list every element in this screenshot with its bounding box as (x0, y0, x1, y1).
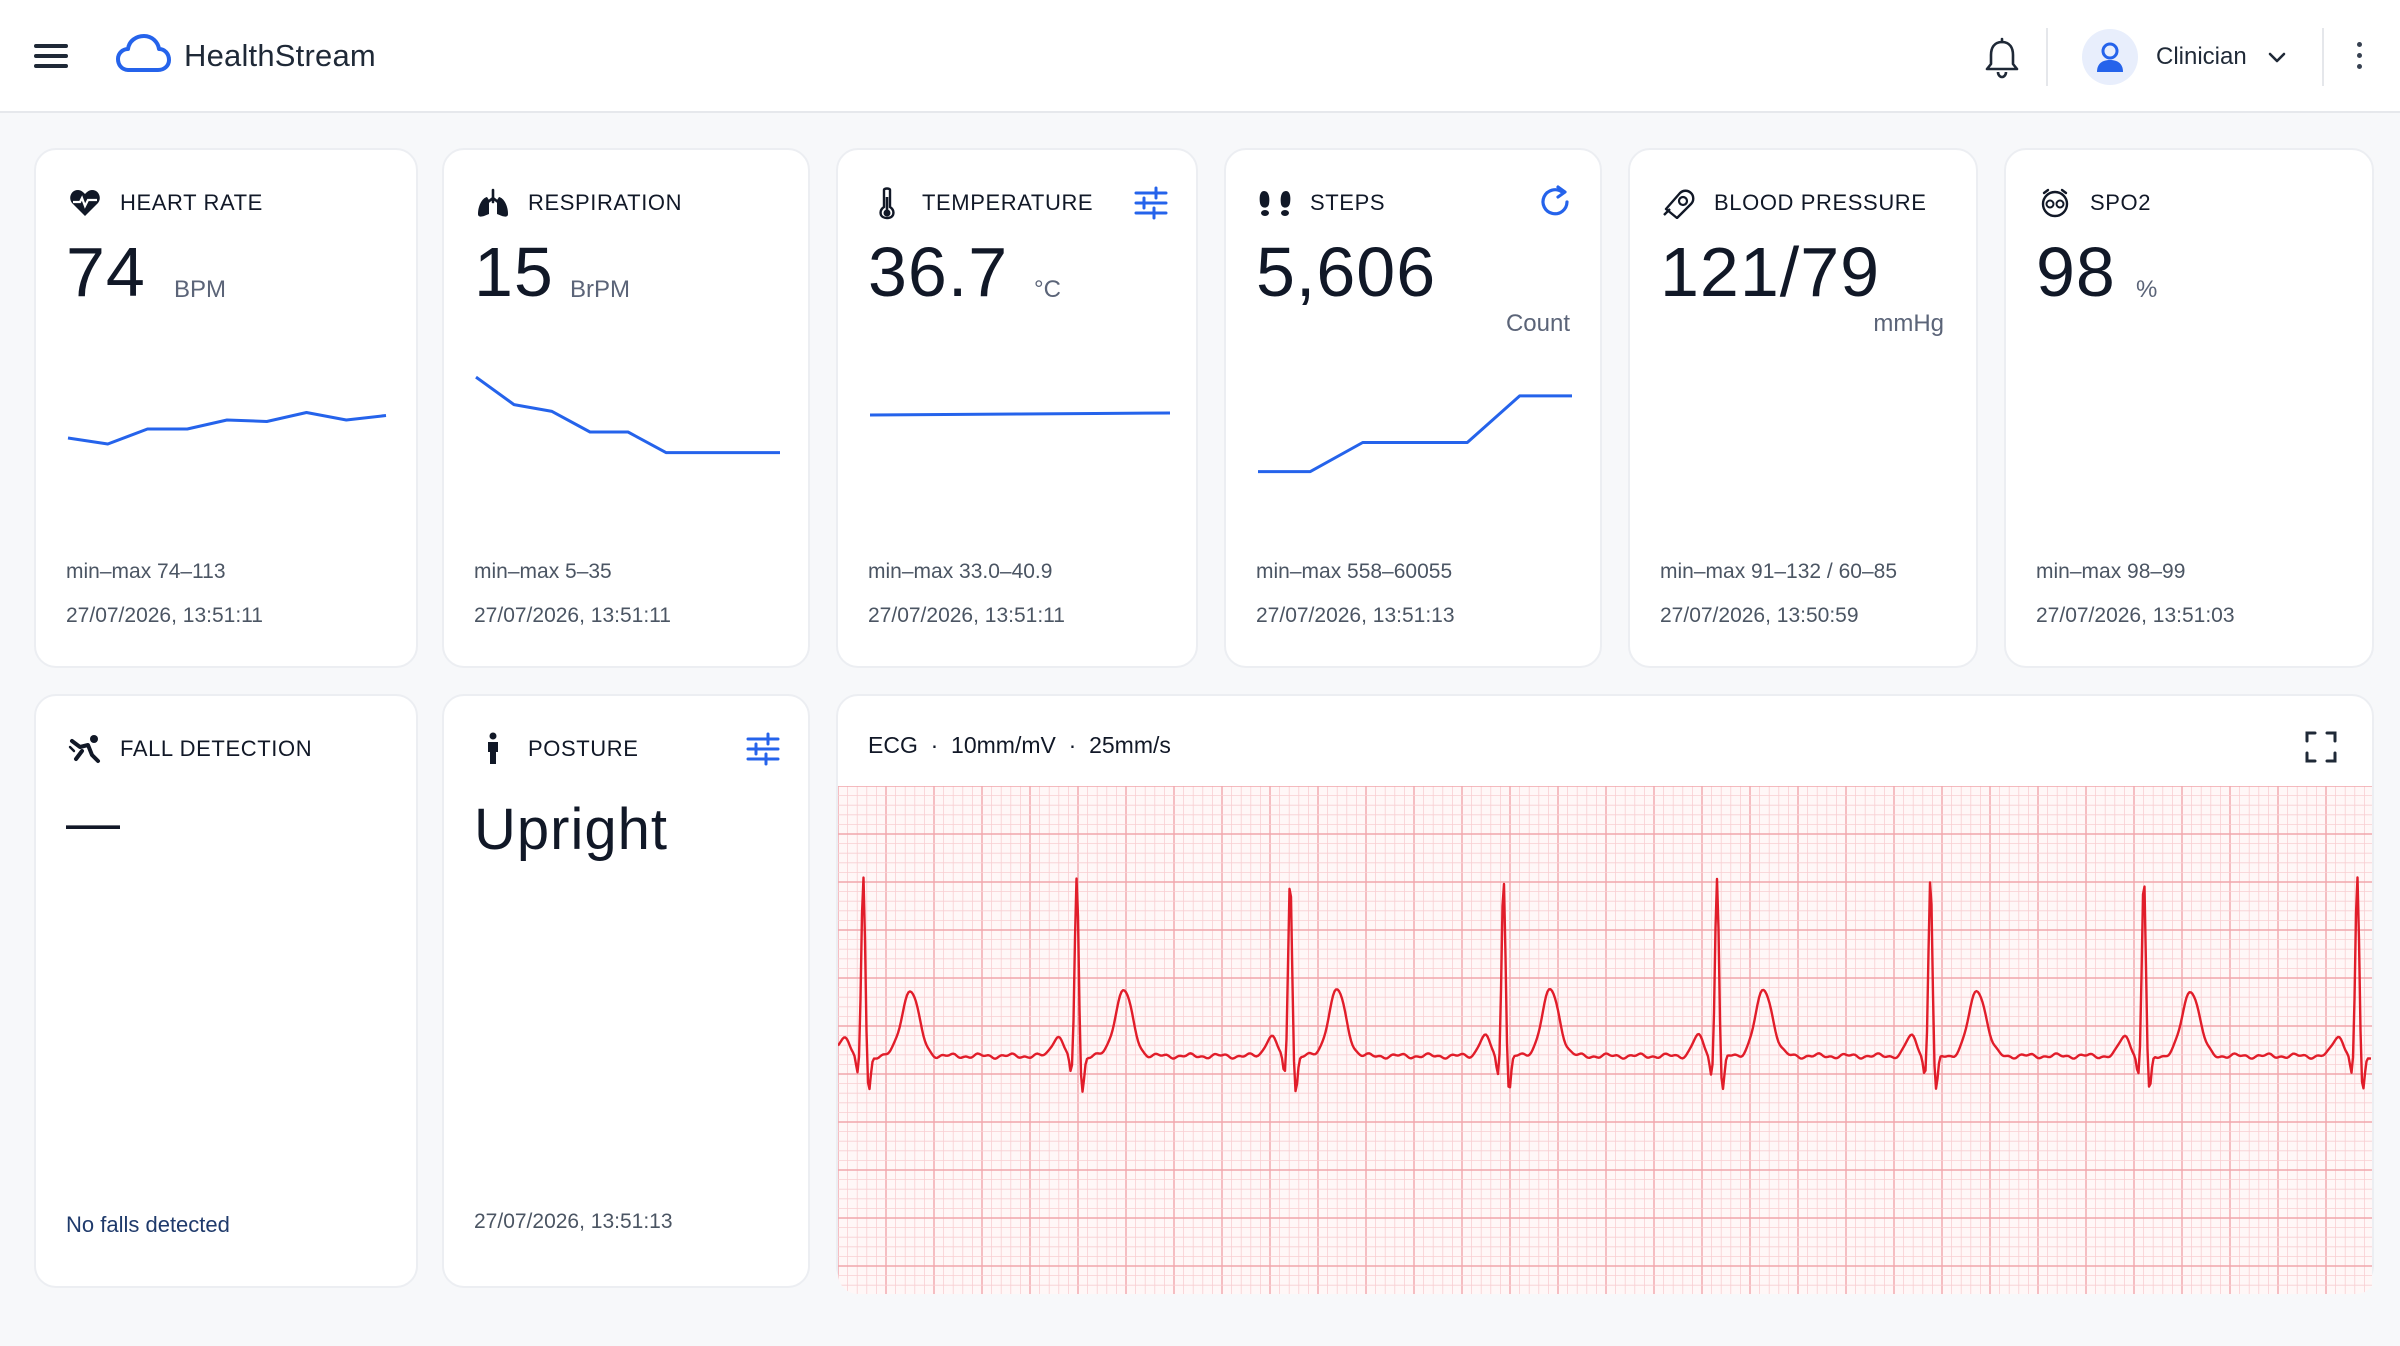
blood-pressure-card[interactable]: BLOOD PRESSURE 121/79 mmHg min–max 91–13… (1628, 148, 1978, 668)
person-standing-icon (476, 732, 510, 766)
temperature-sparkline (869, 411, 1171, 417)
fall-status-text: No falls detected (66, 1212, 230, 1237)
timestamp: 27/07/2026, 13:51:11 (868, 604, 1065, 627)
min-max-range: min–max 74–113 (66, 560, 226, 583)
bell-icon[interactable] (1982, 37, 2022, 79)
card-title: BLOOD PRESSURE (1714, 190, 1927, 215)
chevron-down-icon (2268, 52, 2286, 63)
timestamp: 27/07/2026, 13:51:13 (474, 1210, 673, 1233)
min-max-range: min–max 91–132 / 60–85 (1660, 560, 1897, 583)
vital-value: 98 (2036, 233, 2116, 311)
ecg-background (838, 786, 2372, 1294)
hamburger-menu-icon[interactable] (30, 38, 72, 76)
heart-rate-sparkline (67, 411, 387, 446)
lungs-icon (476, 186, 510, 220)
fall-status-value: — (66, 793, 121, 853)
ecg-card[interactable]: ECG · 10mm/mV · 25mm/s (836, 694, 2374, 1294)
vital-unit: °C (1034, 276, 1061, 303)
blood-pressure-cuff-icon (1662, 186, 1696, 220)
min-max-range: min–max 5–35 (474, 560, 612, 583)
ecg-title: ECG · 10mm/mV · 25mm/s (868, 732, 1171, 758)
vital-value: 121/79 (1660, 233, 1881, 311)
timestamp: 27/07/2026, 13:51:11 (474, 604, 671, 627)
vital-unit: BPM (174, 276, 227, 303)
vital-value: 74 (66, 233, 146, 311)
sliders-icon[interactable] (744, 730, 782, 768)
person-falling-icon (68, 732, 102, 766)
sparkline-series (475, 375, 780, 455)
heart-rate-card[interactable]: HEART RATE 74 BPM min–max 74–113 27/07/2… (34, 148, 418, 668)
vital-value: 15 (474, 233, 554, 311)
card-title: FALL DETECTION (120, 736, 313, 761)
posture-value: Upright (474, 797, 668, 862)
respiration-card[interactable]: RESPIRATION 15 BrPM min–max 5–35 27/07/2… (442, 148, 810, 668)
ecg-waveform (838, 786, 2372, 1294)
ecg-grid (838, 786, 2372, 1294)
refresh-icon[interactable] (1536, 184, 1574, 222)
temperature-card[interactable]: TEMPERATURE 36.7 °C min–max 33.0–40.9 27… (836, 148, 1198, 668)
sparkline-series (67, 411, 387, 446)
ecg-trace (838, 876, 2372, 1093)
spo2-card[interactable]: SPO2 98 % min–max 98–99 27/07/2026, 13:5… (2004, 148, 2374, 668)
vital-unit: mmHg (1873, 310, 1944, 337)
footprints-icon (1258, 186, 1292, 220)
card-title: STEPS (1310, 190, 1386, 215)
respiration-sparkline (475, 375, 780, 455)
card-title: POSTURE (528, 736, 639, 761)
sliders-icon[interactable] (1132, 184, 1170, 222)
card-title: TEMPERATURE (922, 190, 1094, 215)
card-title: SPO2 (2090, 190, 2152, 215)
card-title: RESPIRATION (528, 190, 683, 215)
divider (2046, 28, 2048, 86)
sparkline-series (869, 411, 1171, 417)
timestamp: 27/07/2026, 13:51:13 (1256, 604, 1455, 627)
timestamp: 27/07/2026, 13:51:11 (66, 604, 263, 627)
thermometer-icon (870, 186, 904, 220)
cloud-logo-icon[interactable] (115, 32, 171, 76)
fall-detection-card[interactable]: FALL DETECTION — No falls detected (34, 694, 418, 1288)
card-title: HEART RATE (120, 190, 263, 215)
top-app-bar: HealthStream Clinician (0, 0, 2400, 113)
brand-name[interactable]: HealthStream (184, 38, 376, 73)
steps-sparkline (1258, 394, 1572, 474)
user-menu-button[interactable]: Clinician (2082, 28, 2289, 86)
steps-card[interactable]: STEPS 5,606 Count min–max 558–60055 27/0… (1224, 148, 1602, 668)
vital-value: 5,606 (1256, 233, 1437, 311)
vital-unit: % (2136, 276, 2158, 303)
divider (2322, 28, 2324, 86)
ecg-chart (838, 786, 2376, 1294)
kebab-menu-icon[interactable] (2352, 42, 2366, 74)
posture-card[interactable]: POSTURE Upright 27/07/2026, 13:51:13 (442, 694, 810, 1288)
min-max-range: min–max 33.0–40.9 (868, 560, 1053, 583)
vital-value: 36.7 (868, 233, 1009, 311)
user-avatar-icon (2082, 29, 2138, 85)
min-max-range: min–max 558–60055 (1256, 560, 1453, 583)
heart-pulse-icon (68, 186, 102, 220)
vital-unit: Count (1505, 310, 1570, 337)
vital-unit: BrPM (570, 276, 630, 303)
user-role-label: Clinician (2156, 43, 2247, 70)
oxygen-saturation-icon (2038, 186, 2072, 220)
min-max-range: min–max 98–99 (2036, 560, 2186, 583)
sparkline-series (1258, 394, 1572, 474)
timestamp: 27/07/2026, 13:51:03 (2036, 604, 2235, 627)
expand-fullscreen-icon[interactable] (2304, 730, 2338, 764)
timestamp: 27/07/2026, 13:50:59 (1660, 604, 1859, 627)
